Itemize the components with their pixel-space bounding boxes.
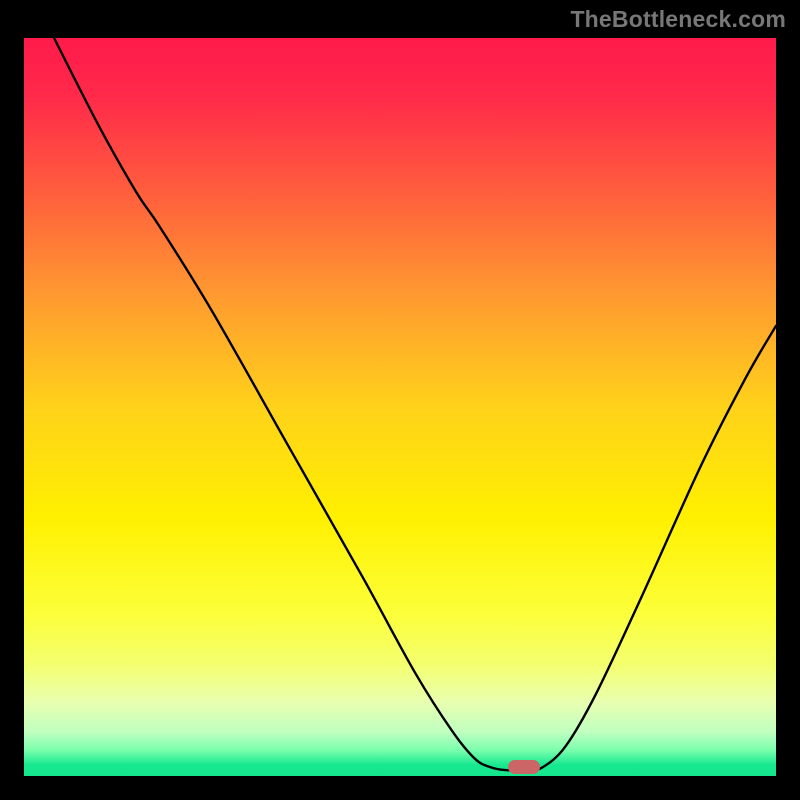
chart-svg xyxy=(24,38,776,776)
optimal-marker xyxy=(508,760,540,774)
chart-root: { "watermark": { "text": "TheBottleneck.… xyxy=(0,0,800,800)
watermark-text: TheBottleneck.com xyxy=(570,6,786,33)
gradient-rect xyxy=(24,38,776,776)
chart-plot xyxy=(24,38,776,776)
